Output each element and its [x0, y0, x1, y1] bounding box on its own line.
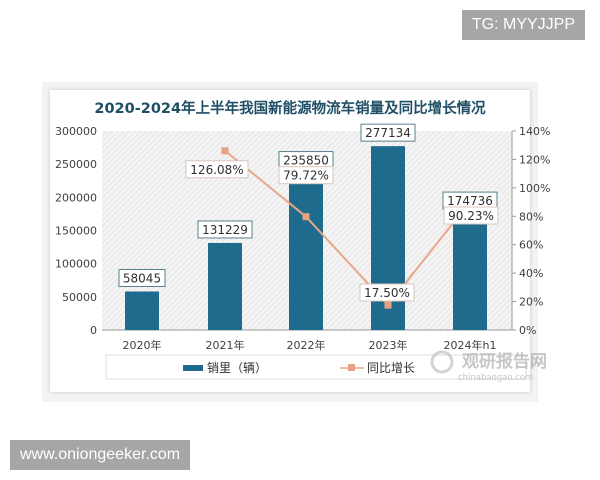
bar-value-label: 131229: [202, 223, 248, 237]
line-marker: [302, 213, 310, 221]
left-tick-label: 200000: [55, 191, 97, 204]
left-tick-label: 150000: [55, 225, 97, 238]
line-marker: [221, 147, 229, 155]
bar: [453, 214, 487, 330]
x-tick-label: 2024年h1: [444, 338, 497, 352]
bar-labels: 58045 131229 235850 277134 174736: [118, 123, 498, 287]
right-tick-label: 120%: [519, 153, 550, 166]
chart-title: 2020-2024年上半年我国新能源物流车销量及同比增长情况: [94, 99, 486, 117]
bar: [289, 173, 323, 330]
site-watermark: www.oniongeeker.com: [10, 440, 191, 470]
legend-line-label: 同比增长: [367, 361, 415, 375]
legend-bar-swatch: [183, 365, 203, 371]
tg-watermark: TG: MYYJJPP: [461, 10, 585, 40]
x-tick-label: 2023年: [369, 338, 408, 352]
bar-value-label: 277134: [365, 126, 411, 140]
right-axis: 0% 20% 40% 60% 80% 100% 120% 140%: [511, 125, 550, 337]
right-tick-label: 20%: [519, 296, 543, 309]
right-tick-label: 0%: [519, 324, 536, 337]
x-tick-label: 2021年: [206, 338, 245, 352]
line-marker: [384, 301, 392, 309]
left-axis: 0 50000 100000 150000 200000 250000 300000: [55, 125, 97, 337]
left-tick-label: 100000: [55, 258, 97, 271]
x-tick-label: 2022年: [287, 338, 326, 352]
legend: 销里（辆） 同比增长: [105, 354, 527, 380]
growth-value-label: 126.08%: [190, 163, 243, 177]
growth-value-label: 90.23%: [448, 209, 494, 223]
left-tick-label: 50000: [62, 291, 97, 304]
legend-bar-label: 销里（辆）: [207, 361, 267, 375]
left-tick-label: 250000: [55, 158, 97, 171]
chinabaogao-logo: 观研报告网 chinabaogao.com: [430, 350, 547, 383]
left-tick-label: 300000: [55, 125, 97, 138]
right-tick-label: 40%: [519, 267, 543, 280]
right-tick-label: 140%: [519, 125, 550, 138]
right-tick-label: 80%: [519, 210, 543, 223]
x-tick-label: 2020年: [123, 338, 162, 352]
growth-value-label: 17.50%: [364, 286, 410, 300]
bar: [208, 242, 242, 330]
svg-text:chinabaogao.com: chinabaogao.com: [458, 373, 533, 383]
bar-value-label: 235850: [283, 154, 329, 168]
svg-text:观研报告网: 观研报告网: [461, 351, 547, 372]
x-axis-labels: 2020年 2021年 2022年 2023年 2024年h1: [123, 338, 497, 352]
right-tick-label: 100%: [519, 182, 550, 195]
left-tick-label: 0: [90, 324, 97, 337]
bar-value-label: 58045: [123, 271, 161, 285]
growth-value-label: 79.72%: [283, 169, 329, 183]
right-tick-label: 60%: [519, 239, 543, 252]
bar: [125, 291, 159, 330]
line-labels: 126.08% 79.72% 17.50% 90.23%: [185, 160, 499, 302]
bar-value-label: 174736: [447, 194, 493, 208]
